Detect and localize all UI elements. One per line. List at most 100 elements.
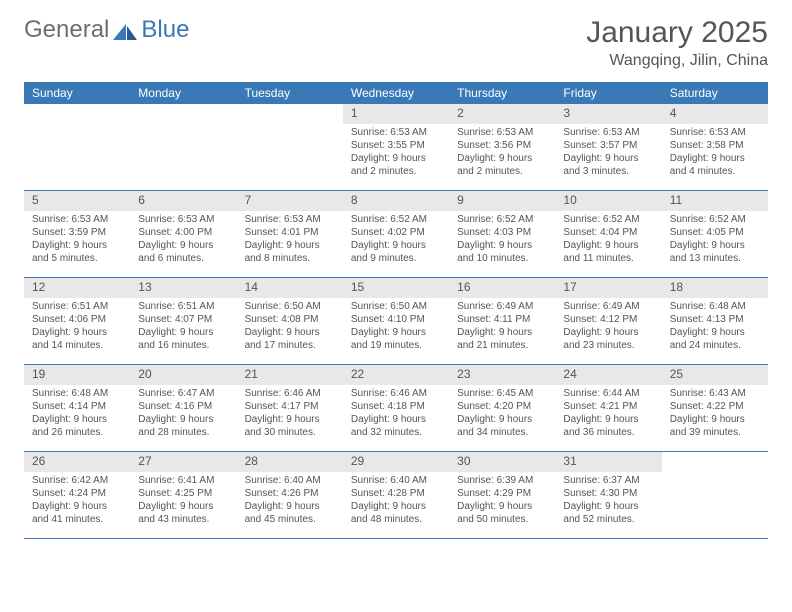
day-line-sr: Sunrise: 6:52 AM [351, 213, 441, 226]
day-number: 21 [237, 365, 343, 385]
week-row: 1Sunrise: 6:53 AMSunset: 3:55 PMDaylight… [24, 104, 768, 191]
day-line-ss: Sunset: 4:13 PM [670, 313, 760, 326]
day-number: 22 [343, 365, 449, 385]
day-line-ss: Sunset: 3:57 PM [563, 139, 653, 152]
day-body: Sunrise: 6:37 AMSunset: 4:30 PMDaylight:… [555, 472, 661, 530]
day-line-d1: Daylight: 9 hours [670, 239, 760, 252]
day-line-sr: Sunrise: 6:44 AM [563, 387, 653, 400]
day-cell: 30Sunrise: 6:39 AMSunset: 4:29 PMDayligh… [449, 452, 555, 538]
day-line-sr: Sunrise: 6:50 AM [245, 300, 335, 313]
day-line-d2: and 17 minutes. [245, 339, 335, 352]
day-line-sr: Sunrise: 6:52 AM [457, 213, 547, 226]
day-number: 25 [662, 365, 768, 385]
day-number: 17 [555, 278, 661, 298]
day-cell: 15Sunrise: 6:50 AMSunset: 4:10 PMDayligh… [343, 278, 449, 364]
day-line-d2: and 50 minutes. [457, 513, 547, 526]
day-line-sr: Sunrise: 6:53 AM [138, 213, 228, 226]
day-line-d1: Daylight: 9 hours [32, 326, 122, 339]
day-line-ss: Sunset: 4:29 PM [457, 487, 547, 500]
day-header-tue: Tuesday [237, 82, 343, 104]
day-number: 13 [130, 278, 236, 298]
day-line-d2: and 11 minutes. [563, 252, 653, 265]
day-line-sr: Sunrise: 6:53 AM [32, 213, 122, 226]
day-cell: 23Sunrise: 6:45 AMSunset: 4:20 PMDayligh… [449, 365, 555, 451]
day-line-d2: and 14 minutes. [32, 339, 122, 352]
day-body: Sunrise: 6:53 AMSunset: 4:00 PMDaylight:… [130, 211, 236, 269]
day-line-d1: Daylight: 9 hours [32, 239, 122, 252]
location: Wangqing, Jilin, China [586, 52, 768, 70]
day-line-ss: Sunset: 4:17 PM [245, 400, 335, 413]
day-line-ss: Sunset: 4:16 PM [138, 400, 228, 413]
day-number: 14 [237, 278, 343, 298]
day-line-ss: Sunset: 4:04 PM [563, 226, 653, 239]
day-line-sr: Sunrise: 6:53 AM [245, 213, 335, 226]
day-body: Sunrise: 6:53 AMSunset: 3:57 PMDaylight:… [555, 124, 661, 182]
day-line-ss: Sunset: 4:18 PM [351, 400, 441, 413]
day-body: Sunrise: 6:46 AMSunset: 4:18 PMDaylight:… [343, 385, 449, 443]
day-number: 11 [662, 191, 768, 211]
day-body: Sunrise: 6:50 AMSunset: 4:08 PMDaylight:… [237, 298, 343, 356]
day-line-d2: and 23 minutes. [563, 339, 653, 352]
day-body: Sunrise: 6:39 AMSunset: 4:29 PMDaylight:… [449, 472, 555, 530]
day-body: Sunrise: 6:40 AMSunset: 4:28 PMDaylight:… [343, 472, 449, 530]
week-row: 12Sunrise: 6:51 AMSunset: 4:06 PMDayligh… [24, 278, 768, 365]
day-line-sr: Sunrise: 6:51 AM [138, 300, 228, 313]
day-line-d1: Daylight: 9 hours [670, 152, 760, 165]
logo: General Blue [24, 16, 189, 44]
day-cell: 19Sunrise: 6:48 AMSunset: 4:14 PMDayligh… [24, 365, 130, 451]
day-line-d2: and 19 minutes. [351, 339, 441, 352]
day-body: Sunrise: 6:48 AMSunset: 4:14 PMDaylight:… [24, 385, 130, 443]
calendar: Sunday Monday Tuesday Wednesday Thursday… [24, 82, 768, 539]
day-line-d1: Daylight: 9 hours [351, 500, 441, 513]
day-line-d1: Daylight: 9 hours [32, 413, 122, 426]
day-line-sr: Sunrise: 6:46 AM [245, 387, 335, 400]
day-line-ss: Sunset: 4:26 PM [245, 487, 335, 500]
day-number: 30 [449, 452, 555, 472]
day-line-d2: and 41 minutes. [32, 513, 122, 526]
day-cell: 10Sunrise: 6:52 AMSunset: 4:04 PMDayligh… [555, 191, 661, 277]
day-cell: 26Sunrise: 6:42 AMSunset: 4:24 PMDayligh… [24, 452, 130, 538]
day-number: 8 [343, 191, 449, 211]
day-line-d2: and 2 minutes. [351, 165, 441, 178]
day-body: Sunrise: 6:53 AMSunset: 3:55 PMDaylight:… [343, 124, 449, 182]
day-cell: 27Sunrise: 6:41 AMSunset: 4:25 PMDayligh… [130, 452, 236, 538]
day-line-ss: Sunset: 4:28 PM [351, 487, 441, 500]
day-body: Sunrise: 6:41 AMSunset: 4:25 PMDaylight:… [130, 472, 236, 530]
day-number: 6 [130, 191, 236, 211]
day-cell: 6Sunrise: 6:53 AMSunset: 4:00 PMDaylight… [130, 191, 236, 277]
logo-text-1: General [24, 16, 109, 44]
day-line-d2: and 10 minutes. [457, 252, 547, 265]
day-line-sr: Sunrise: 6:53 AM [670, 126, 760, 139]
day-body: Sunrise: 6:53 AMSunset: 3:58 PMDaylight:… [662, 124, 768, 182]
day-line-d2: and 8 minutes. [245, 252, 335, 265]
day-line-d1: Daylight: 9 hours [245, 326, 335, 339]
day-line-sr: Sunrise: 6:37 AM [563, 474, 653, 487]
day-line-sr: Sunrise: 6:49 AM [563, 300, 653, 313]
day-line-ss: Sunset: 3:58 PM [670, 139, 760, 152]
day-line-d2: and 16 minutes. [138, 339, 228, 352]
day-line-d2: and 21 minutes. [457, 339, 547, 352]
day-body: Sunrise: 6:52 AMSunset: 4:02 PMDaylight:… [343, 211, 449, 269]
day-body: Sunrise: 6:47 AMSunset: 4:16 PMDaylight:… [130, 385, 236, 443]
day-body: Sunrise: 6:53 AMSunset: 3:59 PMDaylight:… [24, 211, 130, 269]
day-line-d2: and 30 minutes. [245, 426, 335, 439]
day-number: 16 [449, 278, 555, 298]
day-line-d1: Daylight: 9 hours [563, 413, 653, 426]
day-line-d2: and 32 minutes. [351, 426, 441, 439]
day-number: 27 [130, 452, 236, 472]
day-line-d2: and 2 minutes. [457, 165, 547, 178]
day-body: Sunrise: 6:42 AMSunset: 4:24 PMDaylight:… [24, 472, 130, 530]
day-number: 10 [555, 191, 661, 211]
day-number: 23 [449, 365, 555, 385]
day-line-d1: Daylight: 9 hours [138, 413, 228, 426]
day-line-ss: Sunset: 4:08 PM [245, 313, 335, 326]
day-number: 19 [24, 365, 130, 385]
day-line-ss: Sunset: 4:01 PM [245, 226, 335, 239]
day-number: 4 [662, 104, 768, 124]
day-line-d1: Daylight: 9 hours [32, 500, 122, 513]
day-line-ss: Sunset: 3:59 PM [32, 226, 122, 239]
day-line-ss: Sunset: 4:06 PM [32, 313, 122, 326]
day-cell: 29Sunrise: 6:40 AMSunset: 4:28 PMDayligh… [343, 452, 449, 538]
day-body: Sunrise: 6:52 AMSunset: 4:04 PMDaylight:… [555, 211, 661, 269]
day-header-sun: Sunday [24, 82, 130, 104]
